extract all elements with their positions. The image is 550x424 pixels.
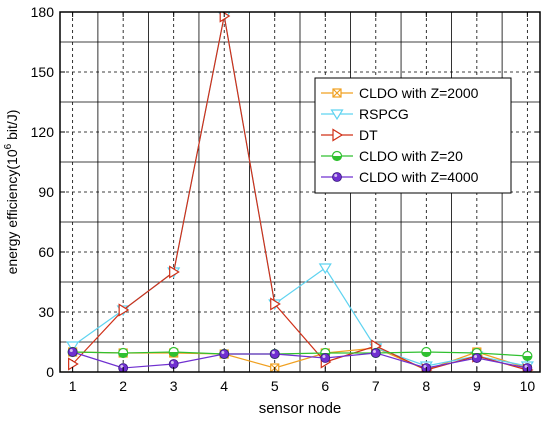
marker-highlight	[423, 365, 427, 368]
marker-triangle	[219, 12, 231, 23]
marker-circle	[332, 172, 342, 182]
y-axis-title-unit: bit/J)	[4, 110, 20, 144]
x-tick-label: 10	[520, 378, 536, 394]
legend-marker	[332, 172, 342, 182]
x-tick-label: 2	[119, 378, 127, 394]
y-tick-label: 60	[38, 244, 54, 260]
marker-highlight	[221, 351, 225, 354]
data-point	[522, 350, 533, 362]
y-tick-label: 120	[31, 124, 55, 140]
marker-highlight	[372, 350, 376, 353]
x-tick-label: 7	[372, 378, 380, 394]
y-tick-label: 90	[38, 184, 54, 200]
legend-label: CLDO with Z=2000	[359, 85, 479, 101]
data-point	[169, 265, 180, 279]
marker-triangle	[68, 357, 79, 371]
marker-circle	[320, 353, 331, 363]
series-line-5	[72, 351, 528, 369]
legend: CLDO with Z=2000 RSPCG DT CLDO with Z=20 CLD…	[314, 77, 512, 194]
marker-fill	[332, 156, 342, 161]
marker-triangle	[169, 265, 180, 279]
marker-triangle	[330, 109, 344, 121]
marker-cross	[332, 88, 342, 98]
y-tick-label: 150	[31, 64, 55, 80]
marker-triangle	[118, 303, 130, 317]
marker-triangle	[318, 263, 332, 275]
series-line-4	[72, 351, 528, 357]
data-point	[168, 359, 179, 369]
data-point	[66, 341, 80, 353]
y-tick-label: 0	[46, 364, 54, 380]
marker-triangle	[66, 341, 80, 353]
marker-circle	[219, 349, 230, 359]
legend-marker	[331, 150, 343, 162]
marker-highlight	[271, 351, 275, 354]
y-axis-title: energy efficiency(106 bit/J)	[3, 110, 20, 275]
marker-highlight	[474, 355, 478, 358]
marker-highlight	[170, 361, 174, 364]
x-tick-label: 4	[220, 378, 228, 394]
data-point	[320, 353, 331, 363]
y-tick-label: 30	[38, 304, 54, 320]
legend-label: CLDO with Z=20	[359, 148, 463, 164]
data-point	[219, 349, 230, 359]
y-tick-label: 180	[31, 4, 55, 20]
marker-circle	[269, 349, 280, 359]
marker-circle	[471, 353, 482, 363]
legend-marker	[330, 109, 344, 121]
marker-highlight	[120, 365, 124, 368]
y-axis-title-exponent: 6	[3, 143, 14, 149]
legend-label: RSPCG	[359, 106, 409, 122]
marker-fill	[118, 353, 128, 358]
data-point	[118, 303, 130, 317]
axes: 0 30 60 90 120 150 180 1 2 3 4 5 6 7 8 9 10	[31, 4, 540, 394]
marker-circle	[370, 348, 381, 358]
x-tick-label: 8	[422, 378, 430, 394]
x-tick-label: 3	[170, 378, 178, 394]
data-point	[68, 357, 79, 371]
marker-highlight	[322, 355, 326, 358]
legend-label: DT	[359, 127, 378, 143]
legend-marker	[332, 88, 342, 98]
marker-highlight	[524, 365, 528, 368]
marker-triangle	[270, 297, 281, 311]
x-tick-label: 5	[271, 378, 279, 394]
data-point	[219, 12, 231, 23]
legend-marker	[332, 128, 344, 142]
x-axis-title: sensor node	[259, 400, 342, 417]
data-point	[269, 349, 280, 359]
marker-highlight	[334, 174, 338, 177]
marker-fill	[169, 352, 179, 357]
marker-highlight	[69, 349, 73, 352]
marker-fill	[421, 352, 431, 357]
y-axis-title-main: energy efficiency(10	[4, 149, 20, 274]
data-point	[370, 348, 381, 358]
marker-triangle	[332, 128, 344, 142]
data-point	[471, 353, 482, 363]
data-point	[118, 347, 129, 359]
data-point	[318, 263, 332, 275]
x-tick-label: 9	[473, 378, 481, 394]
x-tick-label: 1	[69, 378, 77, 394]
marker-fill	[522, 356, 532, 361]
data-point	[168, 346, 179, 358]
data-point	[270, 297, 281, 311]
data-point	[421, 346, 432, 358]
marker-circle	[67, 347, 78, 357]
data-point	[67, 347, 78, 357]
legend-label: CLDO with Z=4000	[359, 169, 479, 185]
x-tick-label: 6	[321, 378, 329, 394]
